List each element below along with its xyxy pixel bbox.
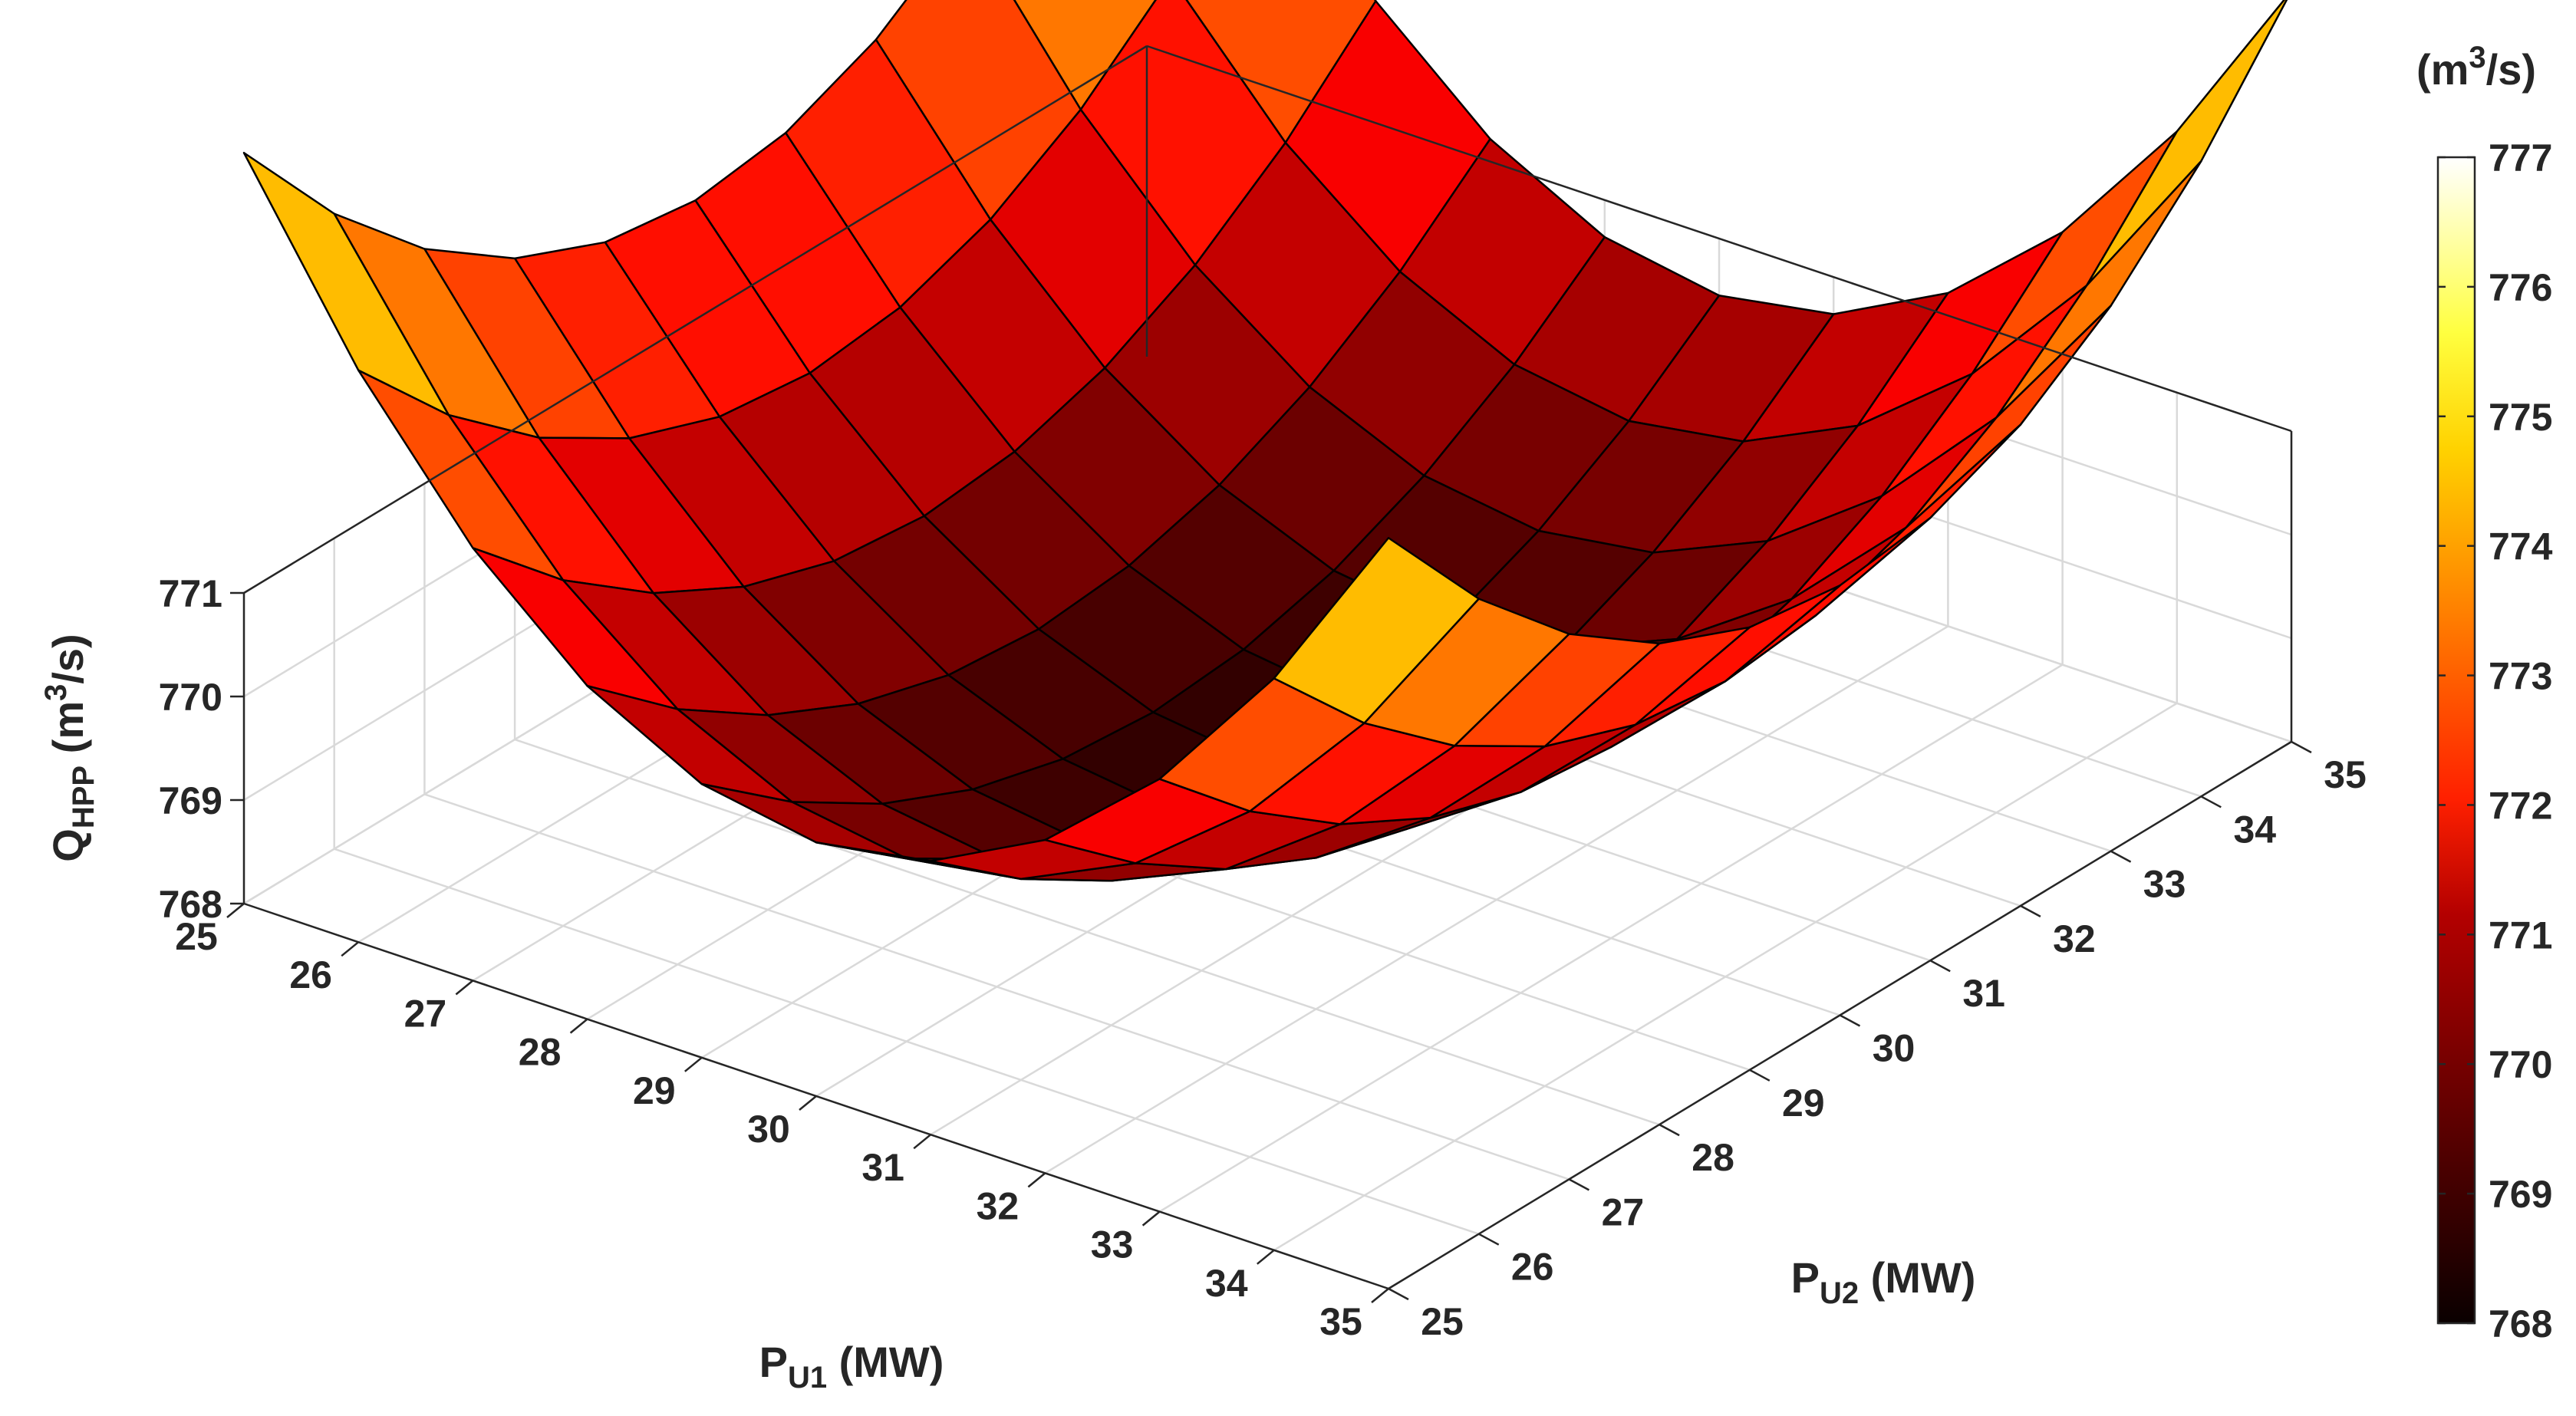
- y-tick-mark: [2200, 795, 2222, 808]
- y-axis-label: PU2 (MW): [1791, 1253, 1976, 1310]
- colorbar-tick-label: 774: [2489, 525, 2553, 568]
- box-edge: [243, 44, 1148, 594]
- x-tick-label: 32: [977, 1184, 1020, 1227]
- y-tick-mark: [1749, 1069, 1771, 1082]
- floor-grid-line: [424, 793, 1570, 1181]
- y-tick-mark: [2291, 740, 2312, 754]
- y-tick-label: 29: [1782, 1082, 1825, 1125]
- x-tick-label: 30: [747, 1108, 790, 1151]
- x-tick-mark: [1141, 1210, 1161, 1227]
- y-tick-label: 33: [2143, 863, 2186, 906]
- z-axis-label-sup: 3: [39, 684, 73, 701]
- y-tick-label: 28: [1692, 1136, 1734, 1179]
- x-axis-label-tail: (MW): [827, 1338, 944, 1386]
- x-tick-mark: [226, 903, 245, 918]
- colorbar-tick-label: 770: [2489, 1043, 2552, 1086]
- z-axis-label-main: Q: [44, 828, 92, 862]
- z-axis-label: QHPP (m3/s): [39, 634, 100, 861]
- x-axis-label-main: P: [759, 1338, 788, 1386]
- y-tick-mark: [1478, 1233, 1500, 1246]
- y-tick-mark: [1568, 1178, 1589, 1191]
- colorbar-title-pre: (m: [2416, 45, 2469, 94]
- x-tick-mark: [1371, 1288, 1389, 1303]
- colorbar-tick-label: 768: [2489, 1302, 2552, 1345]
- x-tick-mark: [684, 1056, 703, 1072]
- y-tick-label: 31: [1962, 972, 2005, 1015]
- z-axis-label-tail-post: /s): [44, 634, 92, 683]
- z-tick-label: 771: [159, 572, 222, 615]
- y-tick-label: 30: [1873, 1027, 1916, 1070]
- z-axis-label-sub: HPP: [67, 766, 100, 828]
- x-tick-mark: [455, 980, 474, 996]
- x-tick-mark: [913, 1134, 931, 1150]
- colorbar-tick-label: 773: [2489, 655, 2552, 698]
- y-tick-mark: [1388, 1287, 1409, 1301]
- y-tick-label: 35: [2324, 753, 2367, 796]
- colorbar-ticks: 768 769 770 771 772 773 774 775 776 777: [2438, 137, 2553, 1345]
- x-tick-label: 27: [404, 992, 447, 1035]
- surface-face: [1273, 537, 1480, 724]
- y-tick-label: 34: [2233, 808, 2276, 851]
- x-tick-label: 34: [1205, 1262, 1248, 1305]
- colorbar-title-post: /s): [2486, 45, 2536, 94]
- y-tick-mark: [1659, 1123, 1680, 1137]
- floor-grid-line: [334, 848, 1480, 1235]
- colorbar-title-sup: 3: [2469, 41, 2485, 74]
- y-tick-label: 25: [1421, 1300, 1464, 1343]
- box-edge: [1146, 44, 2292, 433]
- floor-grid-line: [514, 738, 1660, 1126]
- x-tick-label: 33: [1091, 1223, 1134, 1266]
- y-axis-label-main: P: [1791, 1253, 1820, 1302]
- colorbar-title: (m3/s): [2416, 41, 2536, 94]
- x-tick-mark: [1257, 1249, 1275, 1265]
- y-tick-mark: [1929, 960, 1951, 973]
- x-tick-label: 31: [861, 1146, 904, 1189]
- x-tick-label: 35: [1319, 1300, 1362, 1343]
- x-tick-label: 25: [175, 915, 218, 958]
- colorbar-tick-label: 771: [2489, 914, 2552, 957]
- x-axis-label-sub: U1: [788, 1361, 827, 1395]
- x-tick-mark: [799, 1095, 817, 1111]
- y-tick-mark: [2020, 904, 2041, 918]
- x-tick-label: 28: [519, 1031, 562, 1074]
- z-axis-label-tail-pre: (m: [44, 701, 92, 766]
- y-axis-label-tail: (MW): [1859, 1253, 1975, 1302]
- z-tick-label: 768: [159, 883, 222, 926]
- y-tick-mark: [2110, 850, 2132, 863]
- colorbar-tick-label: 777: [2489, 137, 2552, 179]
- x-tick-mark: [569, 1018, 588, 1034]
- colorbar-tick-label: 772: [2489, 784, 2552, 827]
- y-tick-label: 26: [1511, 1246, 1554, 1289]
- axes: 25 26 27 28 29 30 31 32 33 34 35 25 26 27 28 29 30 31 32 33…: [159, 44, 2367, 1343]
- z-tick-label: 769: [159, 779, 222, 822]
- surface-face: [2085, 0, 2288, 287]
- y-tick-label: 27: [1602, 1190, 1645, 1233]
- colorbar-tick-label: 776: [2489, 266, 2552, 309]
- y-tick-label: 32: [2053, 917, 2096, 960]
- y-tick-mark: [1839, 1014, 1861, 1027]
- colorbar: [2436, 156, 2476, 1325]
- colorbar-tick-label: 775: [2489, 396, 2552, 439]
- x-tick-label: 29: [633, 1069, 676, 1112]
- colorbar-tick-label: 769: [2489, 1173, 2552, 1216]
- x-axis-label: PU1 (MW): [759, 1338, 944, 1395]
- z-tick-label: 770: [159, 676, 222, 719]
- surface-plot: [242, 0, 2288, 882]
- x-tick-mark: [1027, 1172, 1046, 1188]
- y-axis-label-sub: U2: [1820, 1276, 1859, 1310]
- x-tick-mark: [341, 941, 359, 957]
- x-tick-label: 26: [289, 953, 332, 996]
